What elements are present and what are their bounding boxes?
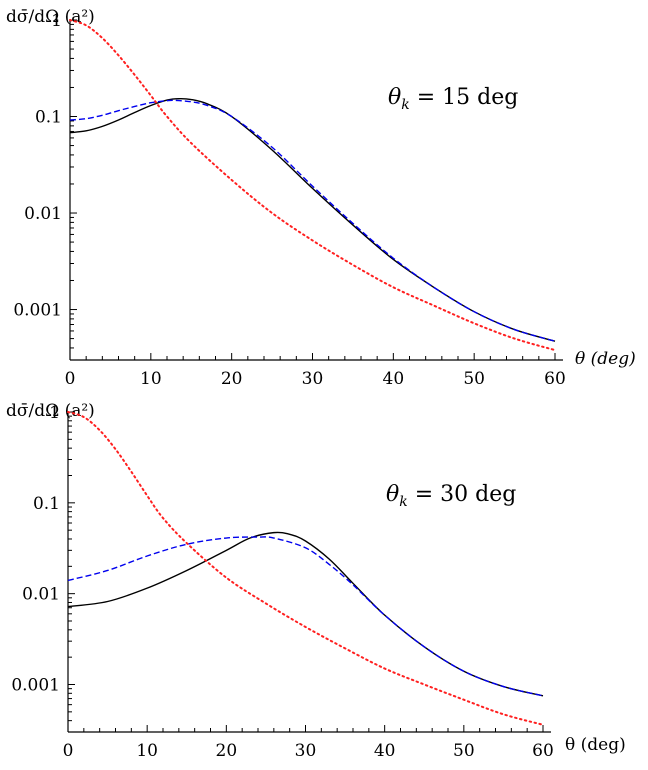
y-tick-label-bottom: 0.001 (11, 676, 60, 696)
series-line-dotted-bottom (67, 411, 544, 726)
y-axis-label-bottom: dσ̄/dΩ (a²) (6, 401, 95, 421)
x-tick-label-top: 0 (65, 369, 76, 389)
annotation-var-top: θ (388, 85, 401, 110)
series-line-dashed-top (69, 99, 556, 342)
svg-text:θk = 15 deg: θk = 15 deg (388, 85, 518, 113)
annotation-sub-top: k (401, 97, 409, 113)
x-tick-label-top: 40 (383, 369, 405, 389)
series-line-dotted-top (69, 19, 556, 352)
y-tick-label-bottom: 1 (49, 403, 60, 423)
x-tick-label-top: 30 (302, 369, 324, 389)
y-axis-label-top: dσ̄/dΩ (a²) (6, 7, 95, 27)
x-tick-label-bottom: 50 (453, 741, 475, 761)
annotation-rest-bottom: = 30 deg (408, 482, 517, 507)
svg-text:θ (deg): θ (deg) (565, 735, 626, 755)
chart-panel-bottom: dσ̄/dΩ (a²) θk = 30 deg θ (deg) 0 10 20 30 4… (6, 401, 626, 761)
svg-text:θk = 30 deg: θk = 30 deg (386, 482, 516, 510)
x-tick-label-top: 20 (221, 369, 243, 389)
annotation-rest-top: = 15 deg (410, 85, 519, 110)
series-line-solid-top (69, 97, 556, 342)
series-line-dashed-bottom (67, 536, 544, 697)
x-axis-label-top: θ (deg) (575, 349, 636, 369)
y-tick-label-top: 0.1 (35, 108, 62, 128)
x-tick-label-top: 50 (463, 369, 485, 389)
y-tick-label-bottom: 0.1 (33, 494, 60, 514)
plot-area-top: 0 10 20 30 40 50 60 1 0.1 0.01 0.001 (13, 11, 565, 389)
x-axis-label-bottom: θ (deg) (565, 735, 626, 755)
series-line-solid-bottom (67, 531, 544, 697)
x-tick-label-bottom: 10 (136, 741, 158, 761)
annotation-top: θk = 15 deg (388, 85, 518, 113)
x-tick-label-bottom: 60 (532, 741, 554, 761)
x-axis-label-top-text: θ (deg) (575, 349, 636, 369)
annotation-bottom: θk = 30 deg (386, 482, 516, 510)
annotation-var-bottom: θ (386, 482, 399, 507)
svg-text:θ (deg): θ (deg) (575, 349, 636, 369)
y-tick-label-top: 0.01 (24, 204, 62, 224)
x-tick-label-bottom: 20 (216, 741, 238, 761)
plot-area-bottom: 0 10 20 30 40 50 60 1 0.1 0.01 0.001 (11, 403, 553, 761)
annotation-sub-bottom: k (399, 494, 407, 510)
y-tick-label-bottom: 0.01 (22, 585, 60, 605)
x-axis-label-bottom-text: θ (deg) (565, 735, 626, 755)
x-tick-label-bottom: 40 (374, 741, 396, 761)
y-tick-label-top: 0.001 (13, 301, 62, 321)
x-tick-label-bottom: 0 (63, 741, 74, 761)
y-tick-label-top: 1 (51, 11, 62, 31)
x-tick-label-top: 60 (544, 369, 566, 389)
x-tick-label-bottom: 30 (295, 741, 317, 761)
chart-panel-top: dσ̄/dΩ (a²) θk = 15 deg θ (deg) 0 10 20 30 4… (6, 7, 636, 389)
x-tick-label-top: 10 (140, 369, 162, 389)
